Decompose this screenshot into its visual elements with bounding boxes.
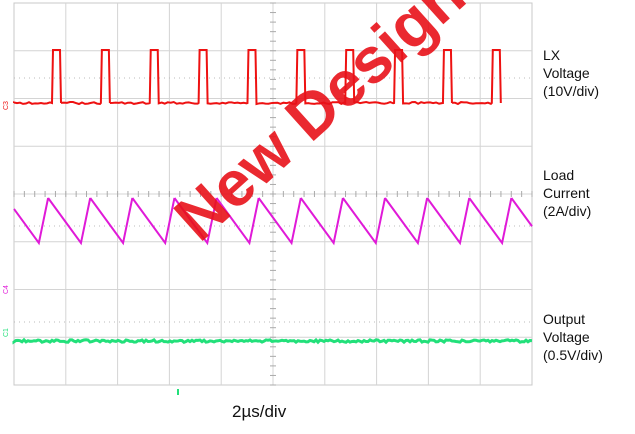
lx-channel-marker: C3	[3, 101, 10, 110]
output-voltage-label: Output Voltage (0.5V/div)	[543, 311, 603, 363]
load-current-label: Load Current (2A/div)	[543, 167, 592, 219]
output-channel-marker: C1	[3, 328, 10, 337]
lx-voltage-trace	[13, 49, 502, 106]
load-current-trace	[13, 197, 533, 246]
timebase-label: 2µs/div	[232, 402, 287, 421]
output-voltage-trace	[12, 337, 533, 345]
load-channel-marker: C4	[3, 285, 10, 294]
lx-voltage-label: LX Voltage (10V/div)	[543, 47, 600, 99]
